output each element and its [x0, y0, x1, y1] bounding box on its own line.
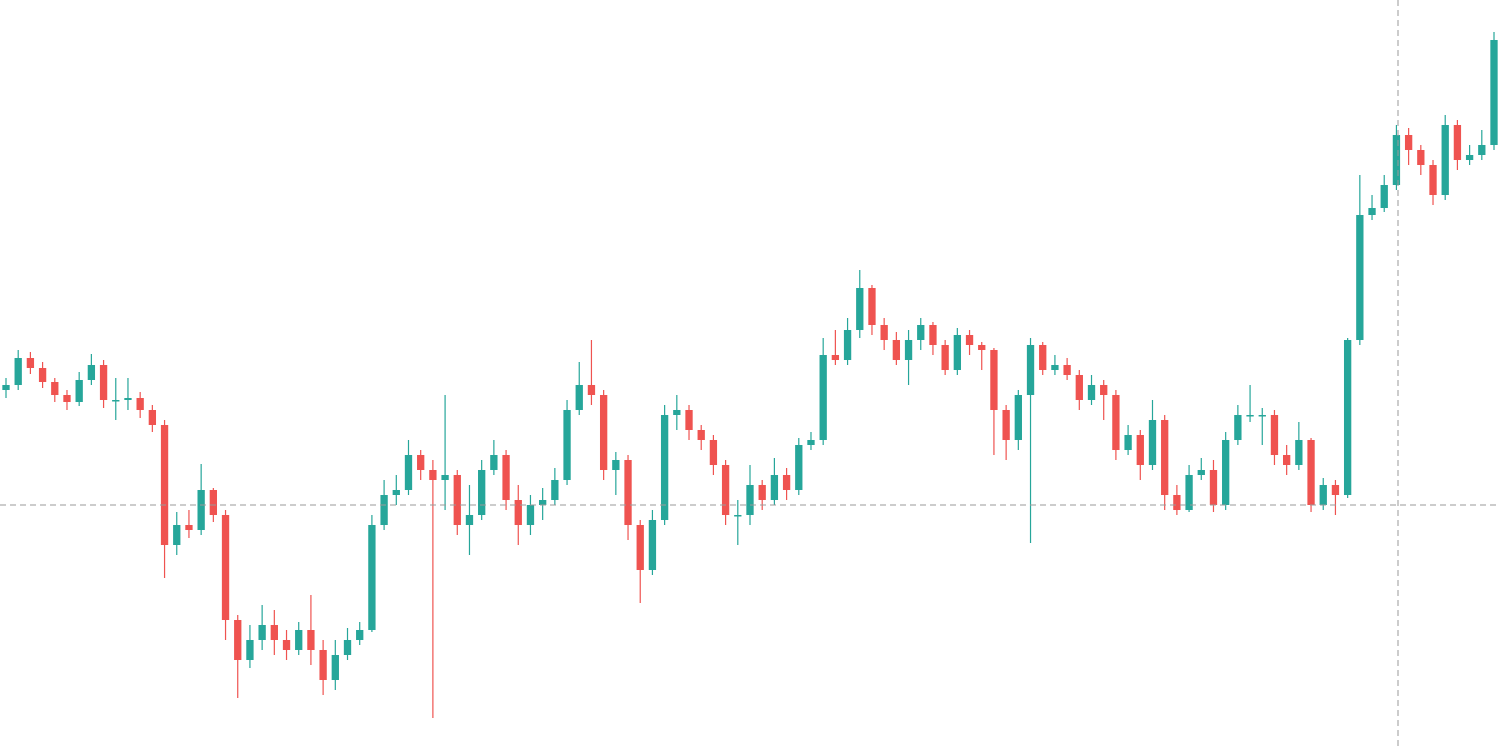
- chart: [0, 0, 1500, 750]
- page: {"chart_data": {"type": "candlestick", "…: [0, 0, 1500, 750]
